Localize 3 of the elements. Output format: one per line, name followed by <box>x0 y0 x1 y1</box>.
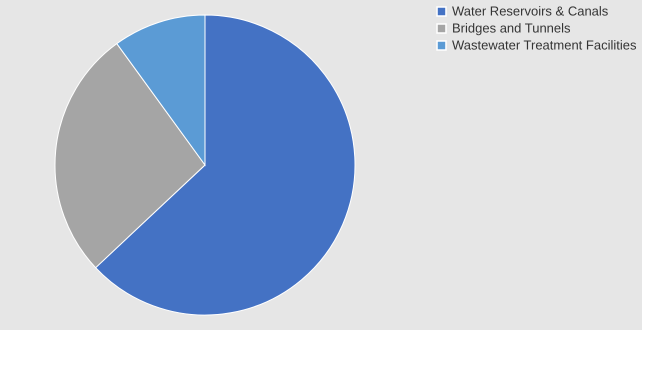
legend-label: Bridges and Tunnels <box>452 20 572 36</box>
legend-label: Water Reservoirs & Canals <box>452 4 609 18</box>
legend-label: Wastewater Treatment Facilities <box>452 38 637 52</box>
